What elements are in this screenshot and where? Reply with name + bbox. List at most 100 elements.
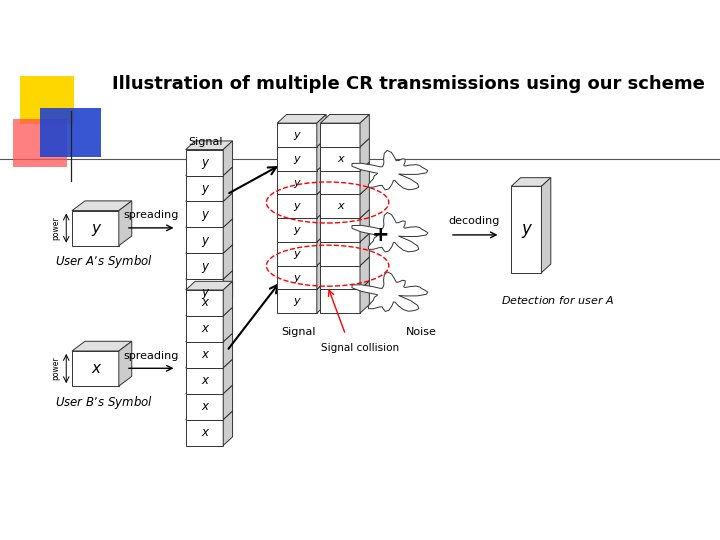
Polygon shape <box>317 281 326 313</box>
Polygon shape <box>223 193 233 227</box>
Bar <box>186 420 223 446</box>
Polygon shape <box>317 114 326 147</box>
Polygon shape <box>277 114 326 123</box>
Text: x: x <box>91 361 100 376</box>
Polygon shape <box>317 138 326 171</box>
Text: y: y <box>521 220 531 239</box>
Bar <box>40 108 101 157</box>
Polygon shape <box>317 257 326 289</box>
Bar <box>186 342 223 368</box>
Text: x: x <box>201 322 208 335</box>
Polygon shape <box>352 151 428 190</box>
Text: User $\mathit{B}$’s Symbol: User $\mathit{B}$’s Symbol <box>55 394 153 411</box>
Text: y: y <box>201 156 208 169</box>
Polygon shape <box>360 281 369 313</box>
Bar <box>186 316 223 342</box>
Polygon shape <box>186 307 233 316</box>
Bar <box>186 227 223 253</box>
Polygon shape <box>186 281 233 290</box>
Polygon shape <box>277 186 326 194</box>
Text: y: y <box>201 182 208 195</box>
Polygon shape <box>186 141 233 150</box>
Text: y: y <box>201 286 208 299</box>
Bar <box>186 279 223 305</box>
Polygon shape <box>360 162 369 194</box>
Polygon shape <box>360 186 369 218</box>
Polygon shape <box>72 341 132 351</box>
Bar <box>320 171 360 194</box>
Polygon shape <box>186 167 233 176</box>
Polygon shape <box>223 385 233 420</box>
Text: spreading: spreading <box>124 350 179 361</box>
Polygon shape <box>320 162 369 171</box>
Bar <box>277 123 317 147</box>
Polygon shape <box>360 138 369 171</box>
Text: x: x <box>201 400 208 413</box>
Polygon shape <box>186 333 233 342</box>
Bar <box>320 242 360 266</box>
Polygon shape <box>186 245 233 253</box>
Text: y: y <box>294 130 300 140</box>
Text: y: y <box>91 221 100 235</box>
Text: power: power <box>52 357 60 380</box>
Text: Signal: Signal <box>188 137 222 147</box>
Bar <box>186 201 223 227</box>
Polygon shape <box>277 162 326 171</box>
Polygon shape <box>186 359 233 368</box>
Text: spreading: spreading <box>124 210 179 220</box>
Polygon shape <box>186 271 233 279</box>
Text: Detection for user $A$: Detection for user $A$ <box>501 294 615 306</box>
Text: x: x <box>337 201 343 211</box>
Polygon shape <box>320 138 369 147</box>
Polygon shape <box>223 411 233 446</box>
Text: x: x <box>201 426 208 439</box>
Polygon shape <box>223 359 233 394</box>
Polygon shape <box>119 201 132 246</box>
Text: x: x <box>337 154 343 164</box>
Bar <box>320 194 360 218</box>
Text: y: y <box>294 201 300 211</box>
Polygon shape <box>72 201 132 211</box>
Polygon shape <box>317 210 326 242</box>
Polygon shape <box>277 257 326 266</box>
Polygon shape <box>223 167 233 201</box>
Polygon shape <box>360 257 369 289</box>
Polygon shape <box>223 333 233 368</box>
Text: Signal: Signal <box>282 327 316 337</box>
Bar <box>20 76 74 124</box>
Bar <box>186 368 223 394</box>
Bar <box>277 242 317 266</box>
Bar <box>320 266 360 289</box>
Bar <box>511 186 541 273</box>
Polygon shape <box>119 341 132 386</box>
Bar <box>186 394 223 420</box>
Text: x: x <box>201 374 208 387</box>
Text: power: power <box>52 217 60 240</box>
Polygon shape <box>277 281 326 289</box>
Text: y: y <box>294 296 300 306</box>
Polygon shape <box>360 233 369 266</box>
Polygon shape <box>320 114 369 123</box>
Bar <box>277 218 317 242</box>
Bar <box>277 266 317 289</box>
Polygon shape <box>511 178 551 186</box>
Polygon shape <box>541 178 551 273</box>
Polygon shape <box>277 210 326 218</box>
Polygon shape <box>223 141 233 176</box>
Bar <box>277 171 317 194</box>
Text: Noise: Noise <box>406 327 436 337</box>
Polygon shape <box>223 281 233 316</box>
Polygon shape <box>317 186 326 218</box>
Text: y: y <box>294 154 300 164</box>
Polygon shape <box>320 233 369 242</box>
Polygon shape <box>186 219 233 227</box>
Polygon shape <box>320 186 369 194</box>
Bar <box>186 290 223 316</box>
Bar <box>277 147 317 171</box>
Text: y: y <box>294 249 300 259</box>
Text: y: y <box>201 234 208 247</box>
Polygon shape <box>223 307 233 342</box>
Text: y: y <box>294 178 300 187</box>
Polygon shape <box>320 281 369 289</box>
Text: +: + <box>372 225 389 245</box>
